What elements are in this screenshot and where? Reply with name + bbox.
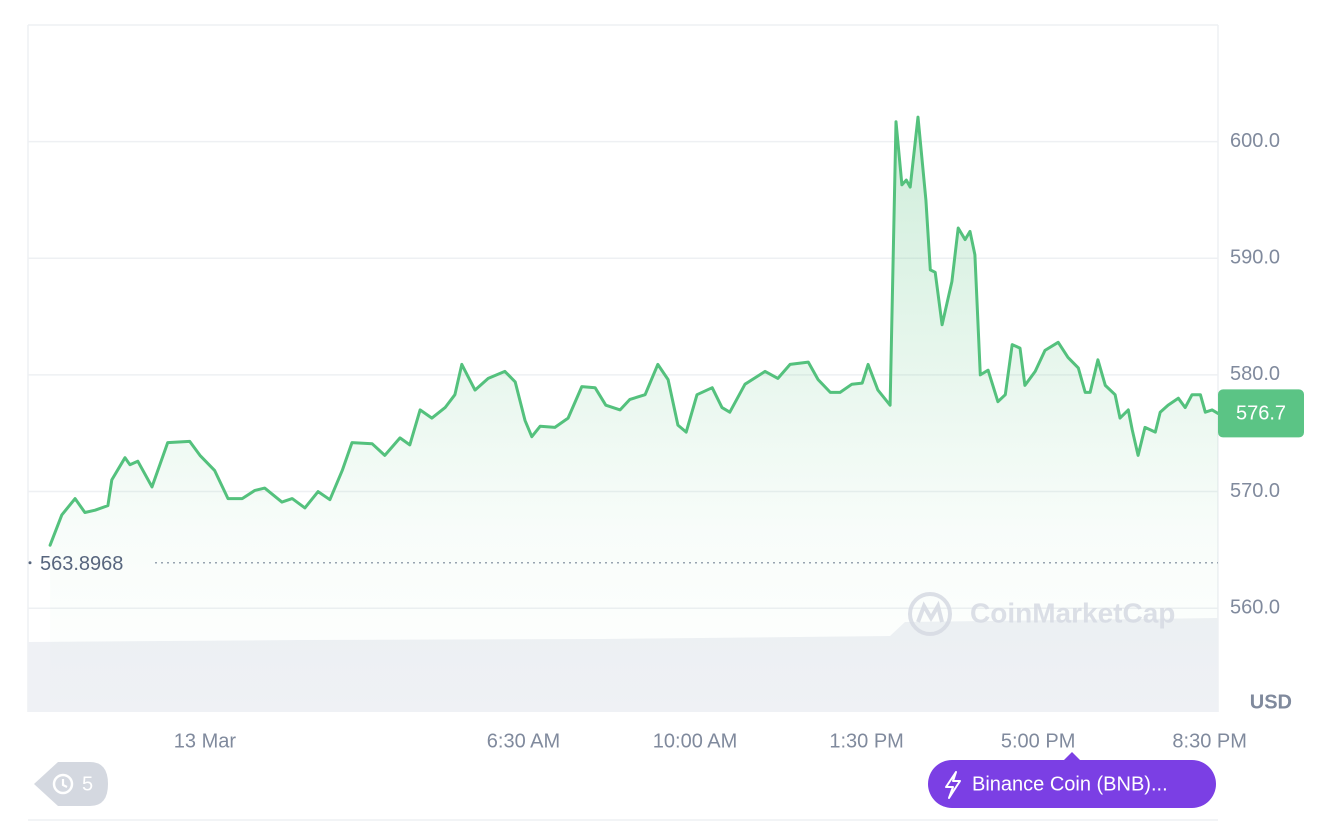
open-price-label: 563.8968 bbox=[40, 553, 123, 575]
y-tick-label: 560.0 bbox=[1230, 596, 1280, 618]
watermark: CoinMarketCap bbox=[908, 592, 1175, 636]
watermark-logo bbox=[908, 592, 952, 636]
legend-pill[interactable] bbox=[928, 760, 1216, 808]
y-tick-label: 570.0 bbox=[1230, 480, 1280, 502]
x-tick-label: 5:00 PM bbox=[1001, 730, 1075, 752]
x-tick-label: 8:30 PM bbox=[1172, 730, 1246, 752]
plot bbox=[28, 115, 1220, 713]
x-tick-label: 13 Mar bbox=[174, 730, 237, 752]
history-icon-hands bbox=[61, 779, 68, 788]
current-price-tag bbox=[1218, 389, 1304, 438]
y-unit: USD bbox=[1250, 691, 1292, 713]
history-button[interactable]: 5 bbox=[34, 762, 108, 806]
x-tick-label: 1:30 PM bbox=[829, 730, 903, 752]
watermark-logo-mark bbox=[916, 600, 944, 623]
legend-icon bbox=[945, 771, 961, 799]
x-tick-label: 10:00 AM bbox=[653, 730, 738, 752]
y-tick-label: 600.0 bbox=[1230, 130, 1280, 152]
open-price-dot bbox=[28, 561, 32, 565]
legend-text: Binance Coin (BNB)... bbox=[972, 773, 1168, 795]
price-line bbox=[48, 115, 1220, 547]
legend-pointer bbox=[1064, 752, 1080, 760]
area-fill bbox=[50, 117, 1219, 713]
watermark-text: CoinMarketCap bbox=[970, 597, 1175, 628]
x-tick-label: 6:30 AM bbox=[487, 730, 560, 752]
history-count: 5 bbox=[82, 773, 93, 795]
current-price-label: 576.7 bbox=[1236, 403, 1286, 425]
history-icon bbox=[52, 773, 74, 795]
legend-button[interactable]: Binance Coin (BNB)... bbox=[928, 752, 1216, 808]
y-tick-label: 580.0 bbox=[1230, 363, 1280, 385]
y-tick-label: 590.0 bbox=[1230, 247, 1280, 269]
